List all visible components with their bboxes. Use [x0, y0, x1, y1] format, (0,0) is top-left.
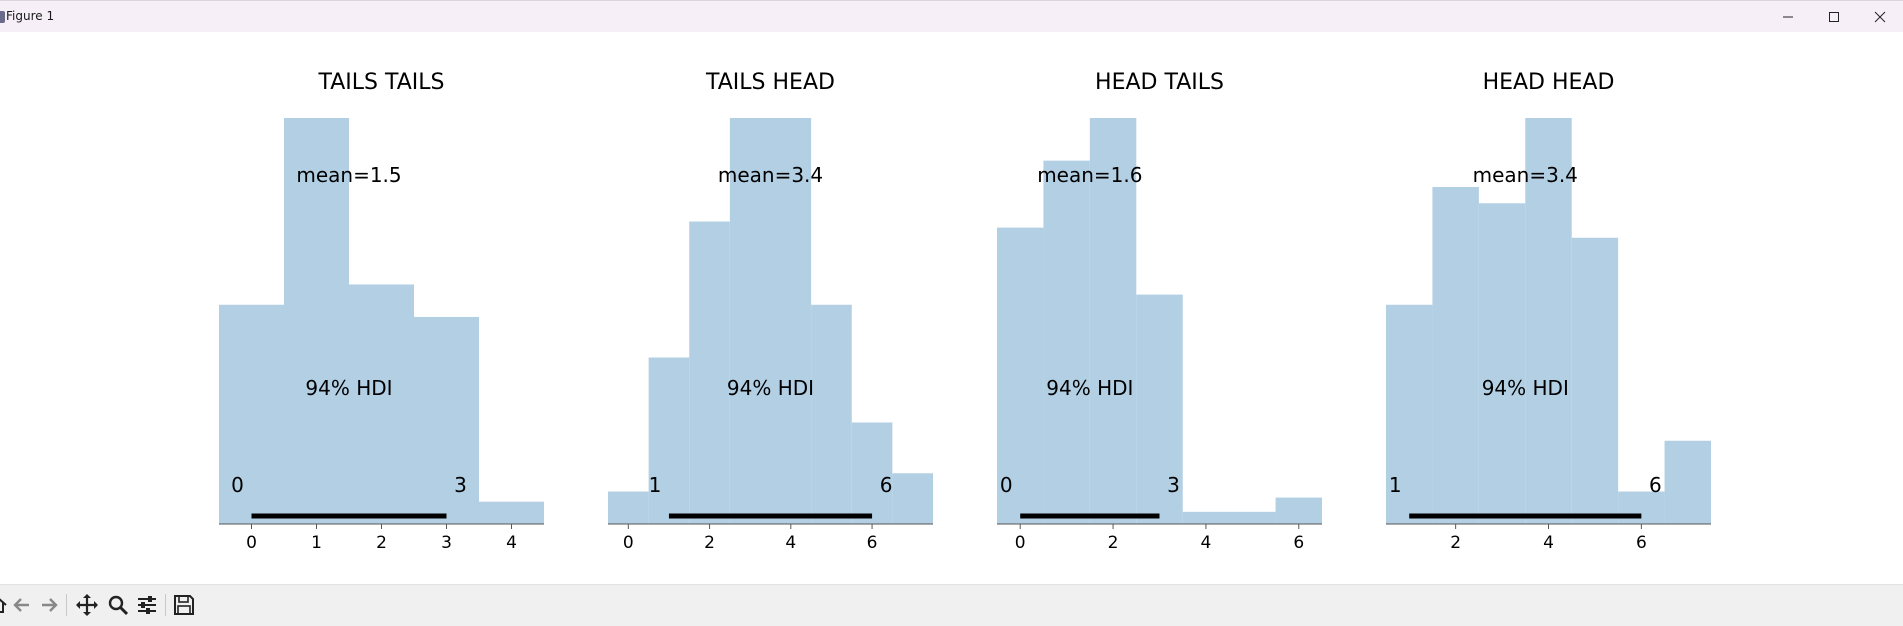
hdi-lower-label: 1 — [649, 473, 662, 497]
x-tick-label: 4 — [1543, 533, 1554, 553]
window-titlebar: Figure 1 — [0, 0, 1903, 32]
x-tick-label: 4 — [1201, 533, 1212, 553]
zoom-button[interactable] — [106, 593, 130, 617]
histogram-bar — [1478, 203, 1526, 524]
subplot-title: HEAD HEAD — [1483, 70, 1615, 95]
window-title: Figure 1 — [6, 9, 55, 23]
minimize-icon — [1783, 16, 1793, 18]
home-button[interactable] — [0, 593, 10, 617]
histogram-bar — [1664, 440, 1711, 524]
hdi-label: 94% HDI — [727, 376, 814, 400]
hdi-lower-label: 0 — [231, 473, 244, 497]
histogram-bar — [729, 118, 812, 524]
hdi-upper-label: 3 — [454, 473, 467, 497]
mean-label: mean=1.5 — [296, 163, 401, 187]
histogram-bar — [608, 491, 649, 524]
mean-label: mean=1.6 — [1037, 163, 1142, 187]
x-tick-label: 4 — [506, 533, 517, 553]
x-tick-label: 6 — [1636, 533, 1647, 553]
home-icon — [0, 598, 7, 613]
x-tick-label: 6 — [1293, 533, 1304, 553]
hdi-label: 94% HDI — [1482, 376, 1569, 400]
histogram-bar — [997, 227, 1044, 524]
histogram-bar — [1432, 187, 1479, 524]
x-tick-label: 6 — [867, 533, 878, 553]
subplot-title: HEAD TAILS — [1095, 70, 1224, 95]
subplot-title: TAILS TAILS — [318, 70, 445, 95]
close-icon — [1874, 11, 1886, 23]
histogram-bar — [892, 473, 933, 524]
subplot-2: 0 2 4 6 1 6 94% HDI mean=3.4 TAILS HEAD — [608, 70, 933, 553]
x-tick-label: 4 — [785, 533, 796, 553]
subplot-4: 2 4 6 1 6 94% HDI mean=3.4 HEAD HEAD — [1386, 70, 1711, 553]
back-button[interactable] — [10, 593, 34, 617]
histogram-bar — [1618, 491, 1665, 524]
pan-icon — [76, 594, 98, 616]
mean-label: mean=3.4 — [718, 163, 823, 187]
histogram-bar — [349, 284, 414, 524]
histogram-bar — [811, 304, 852, 524]
forward-button[interactable] — [37, 593, 61, 617]
hdi-lower-label: 0 — [1000, 473, 1013, 497]
x-tick-label: 3 — [441, 533, 452, 553]
histogram-bar — [1275, 497, 1322, 524]
hdi-upper-label: 6 — [880, 473, 893, 497]
histogram-bar — [851, 422, 893, 524]
histogram-bar — [1043, 160, 1090, 524]
x-tick-label: 2 — [1450, 533, 1461, 553]
minimize-button[interactable] — [1765, 1, 1811, 33]
histogram-bar — [1571, 237, 1619, 524]
forward-arrow-icon — [42, 598, 58, 612]
hdi-lower-label: 1 — [1389, 473, 1402, 497]
histogram-bar — [1386, 304, 1433, 524]
maximize-icon — [1829, 12, 1839, 22]
hdi-upper-label: 6 — [1649, 473, 1662, 497]
histogram-bar — [1136, 294, 1183, 524]
histogram-bar — [219, 304, 284, 524]
histogram-bar — [648, 357, 690, 524]
pan-button[interactable] — [75, 593, 99, 617]
toolbar-separator — [165, 594, 166, 616]
back-arrow-icon — [13, 598, 29, 612]
configure-subplots-button[interactable] — [135, 593, 159, 617]
histogram-bar — [479, 501, 544, 524]
close-button[interactable] — [1857, 1, 1903, 33]
hdi-upper-label: 3 — [1167, 473, 1180, 497]
x-tick-label: 2 — [1108, 533, 1119, 553]
x-tick-label: 2 — [376, 533, 387, 553]
histogram-bar — [1089, 118, 1137, 524]
zoom-icon — [108, 595, 129, 616]
x-tick-label: 0 — [623, 533, 634, 553]
histogram-bar — [1182, 511, 1276, 524]
histogram-bar — [414, 316, 479, 524]
app-icon — [0, 11, 5, 23]
navigation-toolbar — [0, 584, 1903, 626]
x-tick-label: 0 — [1015, 533, 1026, 553]
x-tick-label: 0 — [246, 533, 257, 553]
x-tick-label: 1 — [311, 533, 322, 553]
subplot-3: 0 2 4 6 0 3 94% HDI mean=1.6 HEAD TAILS — [997, 70, 1322, 553]
figure-svg: 0 1 2 3 4 0 3 94% HDI mean=1.5 TAILS TAILS 0 2 4 6 1 6 9… — [219, 70, 1711, 553]
hdi-label: 94% HDI — [1046, 376, 1133, 400]
save-button[interactable] — [172, 593, 196, 617]
histogram-bar — [1525, 118, 1572, 524]
subplot-title: TAILS HEAD — [705, 70, 835, 95]
x-tick-label: 2 — [704, 533, 715, 553]
configure-subplots-icon — [138, 596, 156, 614]
subplot-1: 0 1 2 3 4 0 3 94% HDI mean=1.5 TAILS TAILS — [219, 70, 544, 553]
mean-label: mean=3.4 — [1473, 163, 1578, 187]
histogram-bar — [689, 221, 730, 524]
save-icon — [174, 595, 194, 615]
figure-canvas: 0 1 2 3 4 0 3 94% HDI mean=1.5 TAILS TAILS 0 2 4 6 1 6 9… — [0, 32, 1903, 584]
histogram-bar — [284, 118, 349, 524]
hdi-label: 94% HDI — [305, 376, 392, 400]
toolbar-separator — [66, 594, 67, 616]
maximize-button[interactable] — [1811, 1, 1857, 33]
